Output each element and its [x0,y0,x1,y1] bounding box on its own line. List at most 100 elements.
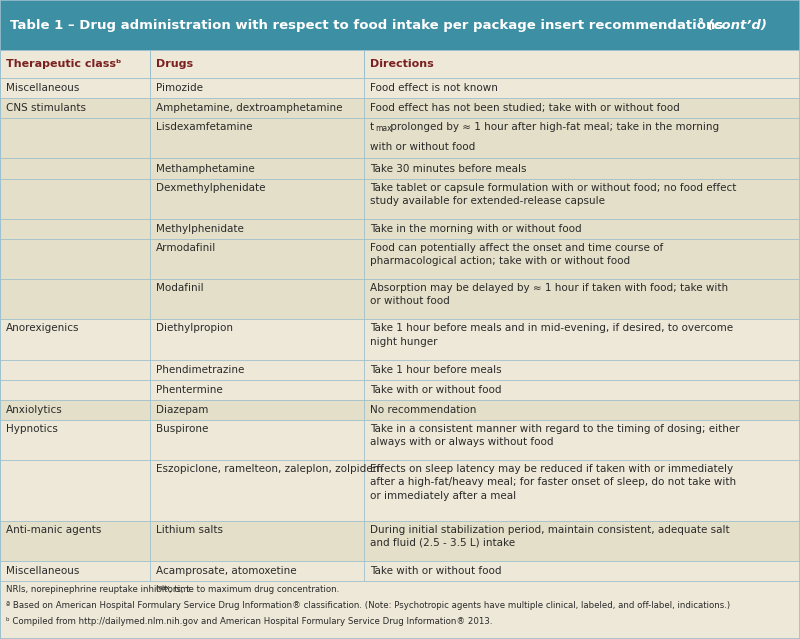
Bar [364,320,800,360]
Text: Anti-manic agents: Anti-manic agents [6,525,102,535]
Text: Amphetamine, dextroamphetamine: Amphetamine, dextroamphetamine [155,103,342,113]
Bar [150,420,364,460]
Text: Take 1 hour before meals and in mid-evening, if desired, to overcome
night hunge: Take 1 hour before meals and in mid-even… [370,323,733,346]
Bar [364,521,800,561]
Bar [364,78,800,98]
Text: Dexmethylphenidate: Dexmethylphenidate [155,183,265,192]
Bar [0,380,150,400]
Text: Directions: Directions [370,59,434,69]
Text: Anxiolytics: Anxiolytics [6,405,62,415]
Bar [150,50,364,78]
Bar [150,158,364,178]
Text: During initial stabilization period, maintain consistent, adequate salt
and flui: During initial stabilization period, mai… [370,525,730,548]
Bar [150,118,364,158]
Bar [0,400,150,420]
Text: Lisdexamfetamine: Lisdexamfetamine [155,122,252,132]
Bar [364,178,800,219]
Bar [0,0,800,50]
Text: Take in the morning with or without food: Take in the morning with or without food [370,224,582,234]
Text: CNS stimulants: CNS stimulants [6,103,86,113]
Text: Take with or without food: Take with or without food [370,385,502,395]
Text: Miscellaneous: Miscellaneous [6,566,79,576]
Text: Take 30 minutes before meals: Take 30 minutes before meals [370,164,526,174]
Text: Pimozide: Pimozide [155,83,202,93]
Bar [364,98,800,118]
Bar [364,118,800,158]
Bar [0,561,150,581]
Text: Miscellaneous: Miscellaneous [6,83,79,93]
Text: ᵇ Compiled from http://dailymed.nlm.nih.gov and American Hospital Formulary Serv: ᵇ Compiled from http://dailymed.nlm.nih.… [6,617,493,626]
Bar [0,420,150,460]
Text: Buspirone: Buspirone [155,424,208,434]
Text: Hypnotics: Hypnotics [6,424,58,434]
Text: max: max [375,124,392,134]
Bar [0,581,800,639]
Bar [0,118,150,158]
Bar [364,158,800,178]
Bar [150,400,364,420]
Text: Methylphenidate: Methylphenidate [155,224,243,234]
Text: Lithium salts: Lithium salts [155,525,222,535]
Bar [150,320,364,360]
Bar [150,360,364,380]
Text: NRIs, norepinephrine reuptake inhibitors; t: NRIs, norepinephrine reuptake inhibitors… [6,585,190,594]
Bar [0,50,150,78]
Bar [150,239,364,279]
Text: Phentermine: Phentermine [155,385,222,395]
Bar [364,279,800,320]
Bar [364,561,800,581]
Text: Therapeutic classᵇ: Therapeutic classᵇ [6,59,122,69]
Text: Diazepam: Diazepam [155,405,208,415]
Bar [0,279,150,320]
Text: Anorexigenics: Anorexigenics [6,323,79,334]
Text: Food effect has not been studied; take with or without food: Food effect has not been studied; take w… [370,103,680,113]
Bar [364,50,800,78]
Bar [150,219,364,239]
Bar [0,178,150,219]
Bar [0,158,150,178]
Bar [0,320,150,360]
Text: with or without food: with or without food [370,142,475,152]
Bar [150,521,364,561]
Bar [0,521,150,561]
Bar [150,78,364,98]
Text: ª: ª [697,17,702,27]
Bar [364,400,800,420]
Text: ª Based on American Hospital Formulary Service Drug Information® classification.: ª Based on American Hospital Formulary S… [6,601,730,610]
Text: Eszopiclone, ramelteon, zaleplon, zolpidem: Eszopiclone, ramelteon, zaleplon, zolpid… [155,465,382,474]
Bar [0,239,150,279]
Text: Drugs: Drugs [155,59,193,69]
Text: Food can potentially affect the onset and time course of
pharmacological action;: Food can potentially affect the onset an… [370,243,663,266]
Bar [0,78,150,98]
Bar [364,460,800,521]
Text: Acamprosate, atomoxetine: Acamprosate, atomoxetine [155,566,296,576]
Text: Food effect is not known: Food effect is not known [370,83,498,93]
Text: No recommendation: No recommendation [370,405,476,415]
Text: (cont’d): (cont’d) [703,19,767,31]
Text: Effects on sleep latency may be reduced if taken with or immediately
after a hig: Effects on sleep latency may be reduced … [370,465,736,501]
Bar [364,420,800,460]
Bar [0,460,150,521]
Text: t: t [370,122,374,132]
Bar [364,219,800,239]
Text: Diethylpropion: Diethylpropion [155,323,233,334]
Text: Phendimetrazine: Phendimetrazine [155,365,244,374]
Text: Take 1 hour before meals: Take 1 hour before meals [370,365,502,374]
Text: Absorption may be delayed by ≈ 1 hour if taken with food; take with
or without f: Absorption may be delayed by ≈ 1 hour if… [370,283,728,306]
Bar [364,239,800,279]
Text: prolonged by ≈ 1 hour after high-fat meal; take in the morning: prolonged by ≈ 1 hour after high-fat mea… [387,122,719,132]
Text: Table 1 – Drug administration with respect to food intake per package insert rec: Table 1 – Drug administration with respe… [10,19,723,31]
Text: Take in a consistent manner with regard to the timing of dosing; either
always w: Take in a consistent manner with regard … [370,424,740,447]
Bar [364,360,800,380]
Bar [0,219,150,239]
Bar [150,178,364,219]
Bar [150,380,364,400]
Bar [150,460,364,521]
Text: Modafinil: Modafinil [155,283,203,293]
Text: , time to maximum drug concentration.: , time to maximum drug concentration. [169,585,339,594]
Text: Take with or without food: Take with or without food [370,566,502,576]
Text: Take tablet or capsule formulation with or without food; no food effect
study av: Take tablet or capsule formulation with … [370,183,736,206]
Text: Methamphetamine: Methamphetamine [155,164,254,174]
Bar [150,561,364,581]
Bar [150,279,364,320]
